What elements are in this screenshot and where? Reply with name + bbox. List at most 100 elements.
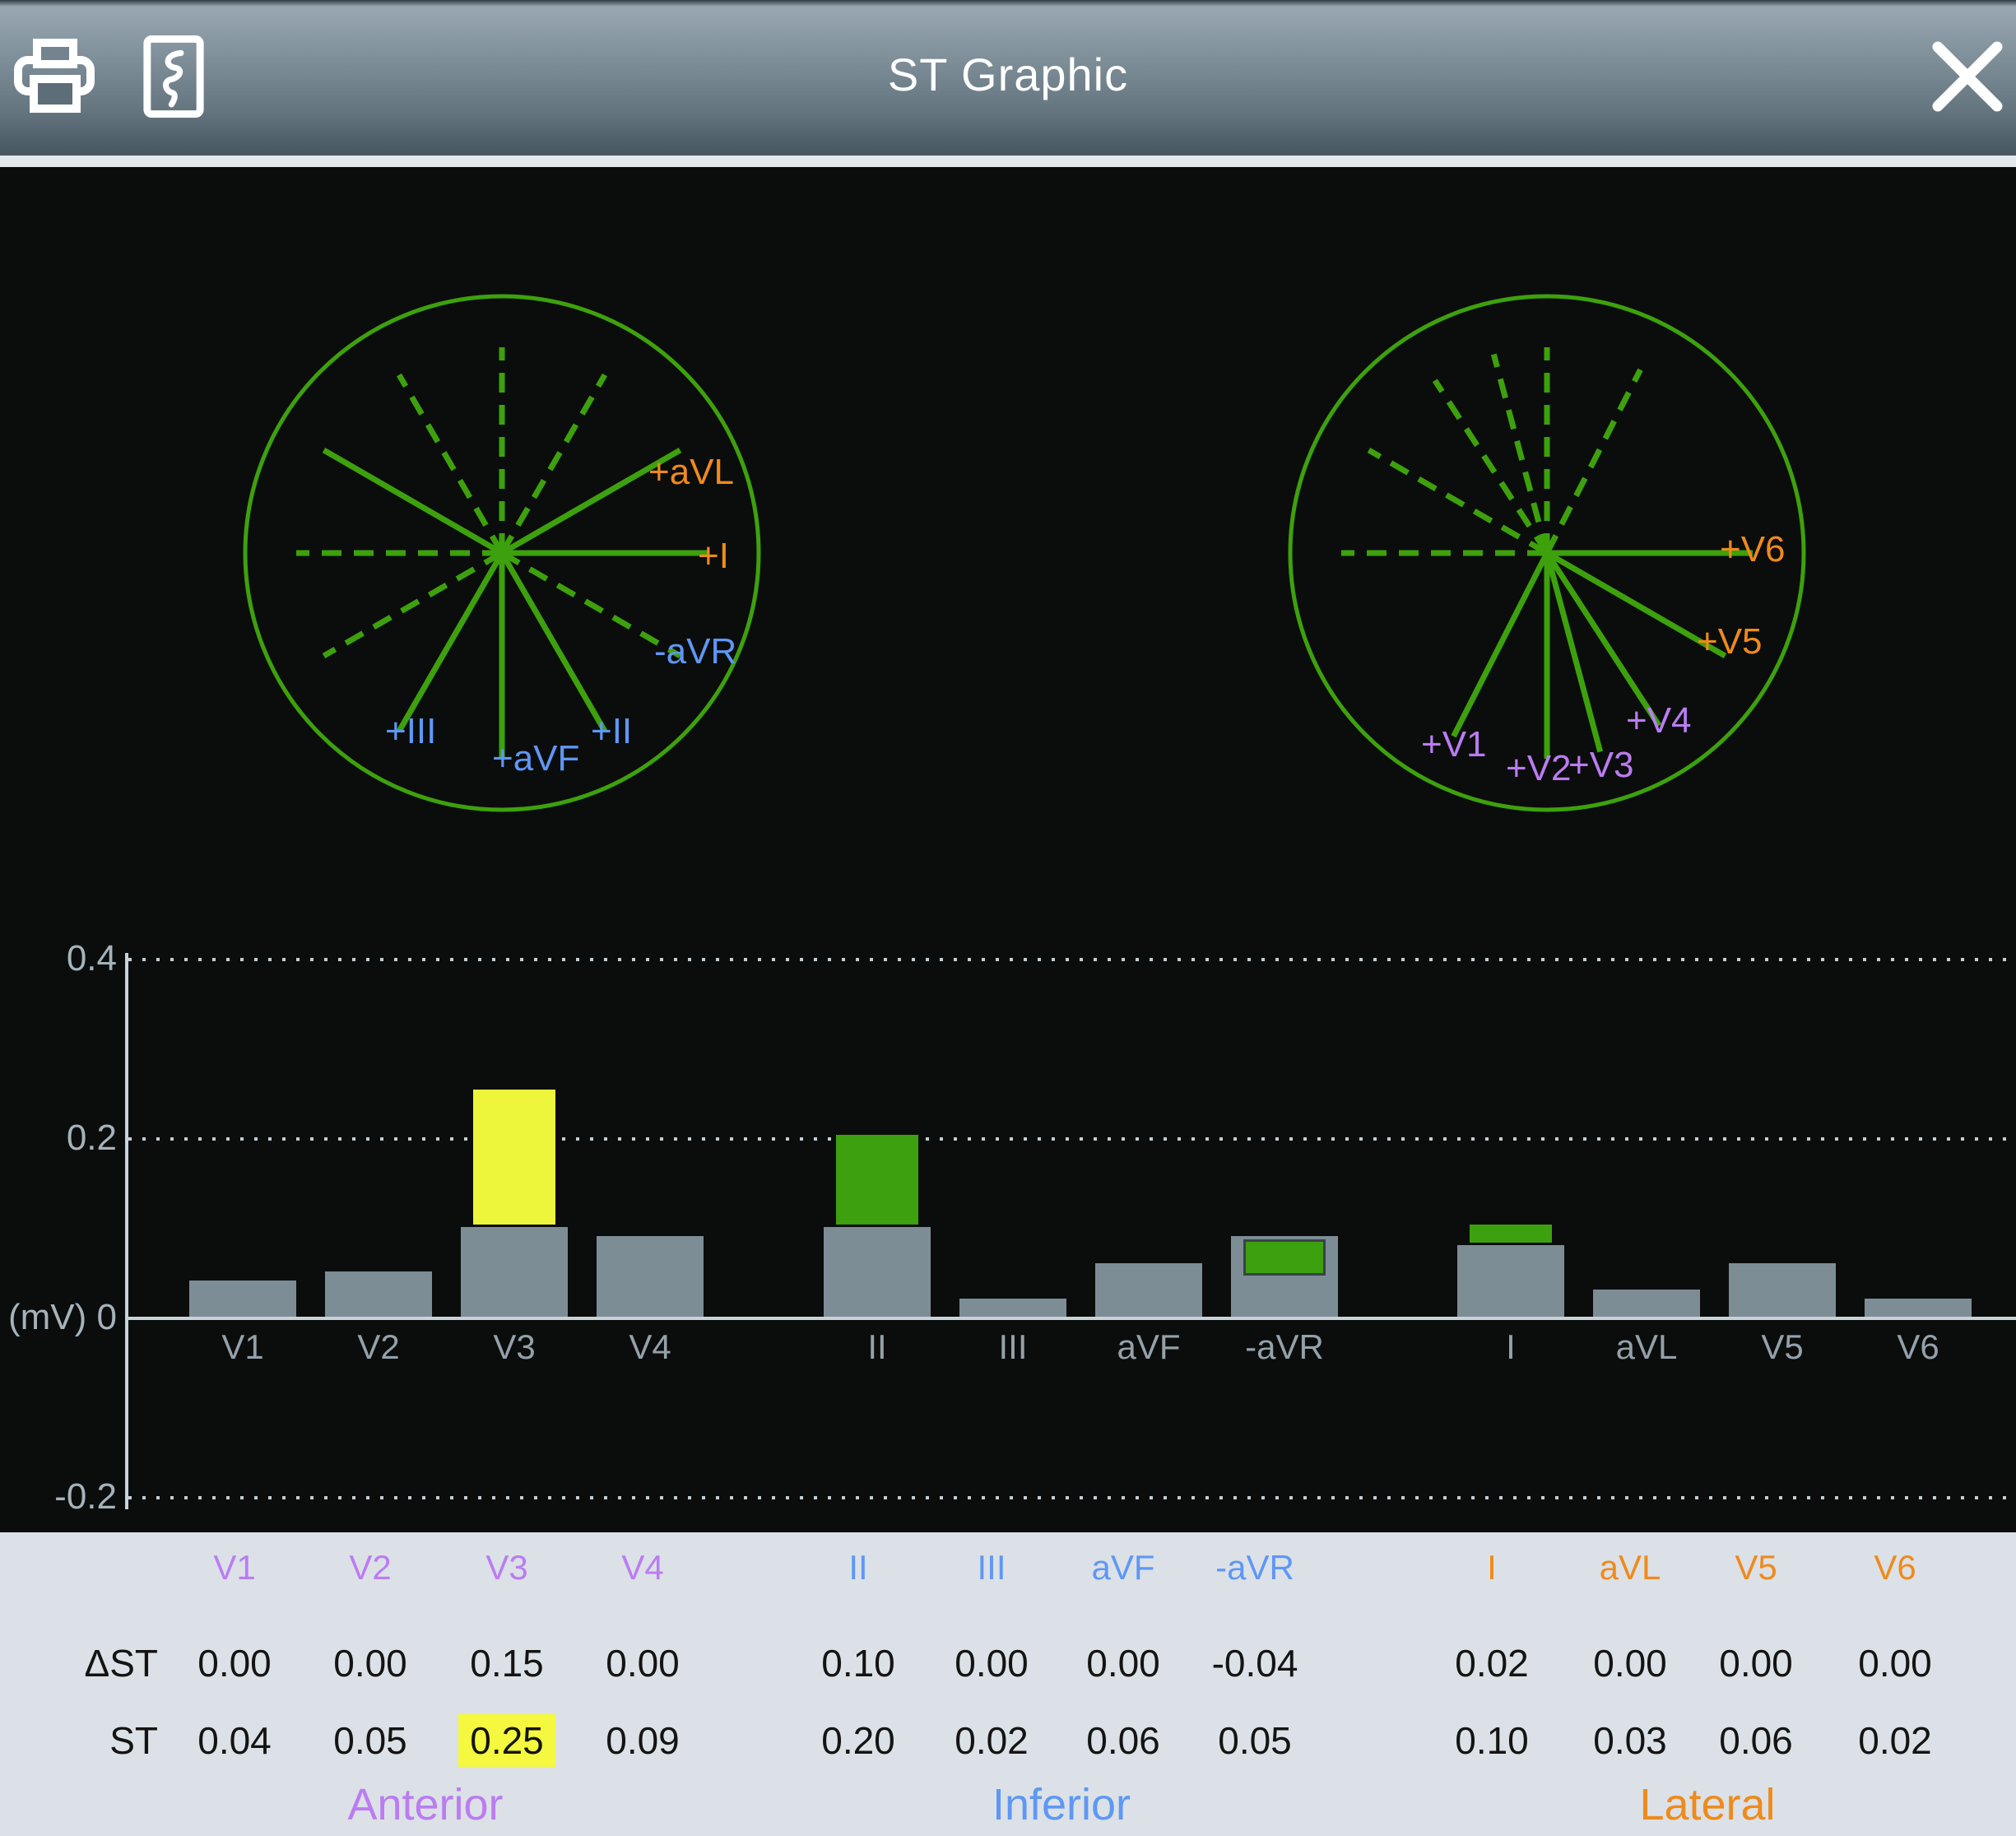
bar-label-V6: V6 (1897, 1327, 1939, 1366)
lead-axis--V3 (1490, 353, 1550, 554)
lead-axis-label-+V6: +V6 (1720, 529, 1786, 569)
st-value-aVL: 0.03 (1593, 1719, 1667, 1762)
print-icon (12, 38, 97, 117)
delta-st-value-aVF: 0.00 (1086, 1642, 1160, 1685)
lead-axis-+V1 (1451, 551, 1550, 738)
lead-axis-label-+aVF: +aVF (492, 738, 580, 779)
bar-overlay--aVR (1243, 1239, 1326, 1276)
bar-label--aVR: -aVR (1245, 1327, 1324, 1366)
bar-V5 (1729, 1263, 1836, 1317)
record-strip-button[interactable] (128, 0, 219, 155)
precordial-plane-circle (1288, 294, 1806, 812)
st-graphic-content: +aVL +I -aVR +II +aVF +III +V6 +V5 +V4 +V3 +V2 +V1 0… (0, 167, 2016, 1532)
st-value-V4: 0.09 (606, 1719, 680, 1762)
table-header-aVF: aVF (1091, 1548, 1155, 1587)
y-tick-label-0.4: 0.4 (66, 938, 117, 978)
close-button[interactable] (1922, 0, 2013, 155)
frontal-plane-circle (243, 294, 761, 812)
bar-aVL (1593, 1290, 1700, 1317)
lead-axis-label-+III: +III (385, 711, 437, 751)
bar-overlay-II (836, 1135, 918, 1225)
bar-label-aVF: aVF (1117, 1327, 1181, 1366)
lead-axis--V4 (1432, 379, 1549, 555)
lead-axis-label-+V3: +V3 (1568, 745, 1634, 785)
record-strip-icon (137, 35, 210, 120)
table-header-V2: V2 (349, 1548, 392, 1587)
bar-overlay-I (1470, 1225, 1552, 1243)
st-value--aVR: 0.05 (1218, 1719, 1292, 1762)
circle-outline (243, 294, 761, 812)
delta-st-value-III: 0.00 (955, 1642, 1029, 1685)
lead-axis--II (396, 373, 505, 555)
bar-V4 (597, 1236, 704, 1317)
lead-axis-+V5 (1545, 550, 1727, 659)
delta-st-value-I: 0.02 (1455, 1642, 1529, 1685)
st-value-III: 0.02 (955, 1719, 1029, 1762)
table-header--aVR: -aVR (1215, 1548, 1294, 1587)
gridline--0.2 (128, 1496, 2016, 1499)
st-values-table: ΔST ST V1 0.00 0.04 V2 0.00 0.05 V3 0.15 0.25 V4 0.0… (0, 1532, 2016, 1836)
bar-V6 (1865, 1299, 1972, 1317)
bar-label-V4: V4 (629, 1327, 671, 1366)
st-value-V1: 0.04 (197, 1719, 272, 1762)
table-header-II: II (848, 1548, 868, 1587)
delta-st-value-V1: 0.00 (197, 1642, 272, 1685)
table-header-V6: V6 (1874, 1548, 1916, 1587)
lead-axis--III (499, 373, 608, 555)
titlebar-divider (0, 151, 2016, 156)
bar-V3 (461, 1227, 568, 1317)
st-value-I: 0.10 (1455, 1719, 1529, 1762)
bar-label-V2: V2 (357, 1327, 400, 1366)
row-label-st: ST (109, 1719, 158, 1762)
lead-axis-+II (499, 551, 608, 733)
window-title: ST Graphic (887, 49, 1129, 100)
table-header-V3: V3 (485, 1548, 528, 1587)
bar-V1 (189, 1281, 296, 1317)
lead-axis-+III (396, 551, 505, 733)
table-header-I: I (1487, 1548, 1497, 1587)
y-tick-label--0.2: -0.2 (54, 1476, 117, 1517)
delta-st-value-V2: 0.00 (333, 1642, 407, 1685)
y-axis-line (125, 953, 128, 1509)
bar-label-I: I (1506, 1327, 1516, 1366)
lead-axis--aVL (322, 550, 504, 659)
gridline-0.4 (128, 958, 2016, 961)
bar-V2 (325, 1271, 432, 1317)
group-label-Anterior: Anterior (347, 1780, 504, 1829)
st-value-V2: 0.05 (333, 1719, 407, 1762)
delta-st-value-V4: 0.00 (606, 1642, 680, 1685)
bar-label-II: II (867, 1327, 887, 1366)
print-button[interactable] (5, 0, 104, 155)
lead-axis--V5 (1367, 447, 1549, 556)
table-header-V4: V4 (621, 1548, 664, 1587)
st-value-V6: 0.02 (1858, 1719, 1932, 1762)
row-label-delta-st: ΔST (84, 1642, 158, 1685)
lead-axis-label-+V5: +V5 (1697, 621, 1763, 662)
table-header-III: III (977, 1548, 1006, 1587)
chart-baseline (125, 1317, 2016, 1320)
gridline-0.2 (128, 1137, 2016, 1141)
lead-axis-+V4 (1545, 551, 1662, 727)
y-tick-label-0: (mV) 0 (8, 1297, 117, 1337)
y-tick-label-0.2: 0.2 (66, 1118, 117, 1158)
bar-label-aVL: aVL (1615, 1327, 1678, 1366)
lead-axis-label-+II: +II (591, 711, 633, 751)
table-header-V1: V1 (213, 1548, 256, 1587)
lead-axis--V1 (1544, 368, 1643, 555)
lead-axis-label-+I: +I (698, 536, 729, 576)
bar-label-III: III (998, 1327, 1028, 1366)
titlebar-divider-highlight (0, 156, 2016, 167)
lead-axis-aVR (322, 447, 504, 556)
delta-st-value-V6: 0.00 (1858, 1642, 1932, 1685)
lead-axis-label-+aVL: +aVL (648, 452, 734, 492)
bar-label-V5: V5 (1761, 1327, 1804, 1366)
lead-axis-label--aVR: -aVR (654, 631, 737, 672)
st-value-highlight: 0.25 (458, 1714, 555, 1767)
lead-axis-label-+V4: +V4 (1626, 700, 1692, 741)
delta-st-value-II: 0.10 (821, 1642, 895, 1685)
bar-I (1457, 1245, 1564, 1317)
lead-axis-+aVL (500, 447, 682, 556)
bar-label-V3: V3 (493, 1327, 536, 1366)
bar-III (959, 1299, 1066, 1317)
